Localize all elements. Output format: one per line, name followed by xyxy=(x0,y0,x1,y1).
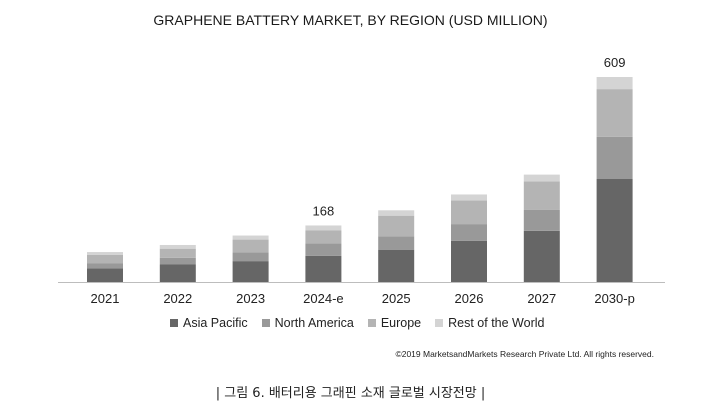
data-label: 609 xyxy=(604,55,626,70)
chart-legend: Asia Pacific North America Europe Rest o… xyxy=(170,316,544,330)
bar-segment-rest-of-the-world xyxy=(87,252,123,255)
bar-segment-asia-pacific xyxy=(523,230,560,282)
bar-segment-europe xyxy=(232,239,269,253)
legend-label: Rest of the World xyxy=(448,316,545,330)
bar-segment-north-america xyxy=(87,263,123,269)
bar-segment-europe xyxy=(159,248,196,258)
legend-item-europe: Europe xyxy=(367,316,422,330)
legend-label: North America xyxy=(274,316,354,330)
bar-segment-north-america xyxy=(596,136,633,179)
bar-segment-north-america xyxy=(451,224,487,241)
bar-segment-north-america xyxy=(378,236,415,250)
bar-segment-asia-pacific xyxy=(87,268,123,282)
legend-swatch xyxy=(170,319,178,327)
bar-segment-europe xyxy=(523,181,560,210)
bar-segment-rest-of-the-world xyxy=(451,194,487,201)
bar-segment-europe xyxy=(596,89,633,137)
copyright-notice: ©2019 MarketsandMarkets Research Private… xyxy=(395,349,654,359)
legend-item-rest-of-world: Rest of the World xyxy=(435,316,544,330)
chart-title: GRAPHENE BATTERY MARKET, BY REGION (USD … xyxy=(153,12,548,28)
x-tick-label: 2030-p xyxy=(594,291,634,306)
bar-segment-europe xyxy=(451,200,487,225)
bar-segment-europe xyxy=(378,215,415,237)
bar-segment-north-america xyxy=(305,243,342,256)
bar-segment-asia-pacific xyxy=(305,255,342,282)
bar-segment-asia-pacific xyxy=(232,261,269,282)
legend-item-north-america: North America xyxy=(261,316,354,330)
legend-item-asia-pacific: Asia Pacific xyxy=(170,316,248,330)
legend-swatch xyxy=(261,319,270,327)
figure-caption: | 그림 6. 배터리용 그래핀 소재 글로벌 시장전망 | xyxy=(215,386,486,401)
legend-swatch xyxy=(435,319,444,327)
bar-segment-europe xyxy=(305,230,342,244)
data-label: 168 xyxy=(313,203,335,218)
x-tick-label: 2023 xyxy=(236,291,265,306)
bar-segment-europe xyxy=(87,254,123,264)
x-tick-label: 2025 xyxy=(382,291,411,306)
bar-segment-rest-of-the-world xyxy=(305,225,342,231)
x-tick-label: 2021 xyxy=(91,291,120,306)
bar-segment-rest-of-the-world xyxy=(596,77,633,90)
x-tick-label: 2027 xyxy=(527,291,556,306)
bar-segment-asia-pacific xyxy=(451,240,487,282)
bar-segment-rest-of-the-world xyxy=(523,174,560,182)
legend-label: Asia Pacific xyxy=(183,316,248,330)
bar-segment-rest-of-the-world xyxy=(232,235,269,240)
x-tick-label: 2022 xyxy=(163,291,192,306)
legend-label: Europe xyxy=(380,316,422,330)
bar-segment-asia-pacific xyxy=(378,249,415,282)
bar-segment-rest-of-the-world xyxy=(378,210,415,216)
legend-swatch xyxy=(367,319,376,327)
bar-segment-asia-pacific xyxy=(159,264,196,282)
bar-segment-asia-pacific xyxy=(596,178,633,282)
x-tick-label: 2024-e xyxy=(303,291,343,306)
bar-segment-north-america xyxy=(232,252,269,262)
bar-segment-north-america xyxy=(159,257,196,265)
x-tick-label: 2026 xyxy=(455,291,484,306)
bar-segment-rest-of-the-world xyxy=(159,244,196,249)
bar-segment-north-america xyxy=(523,209,560,231)
